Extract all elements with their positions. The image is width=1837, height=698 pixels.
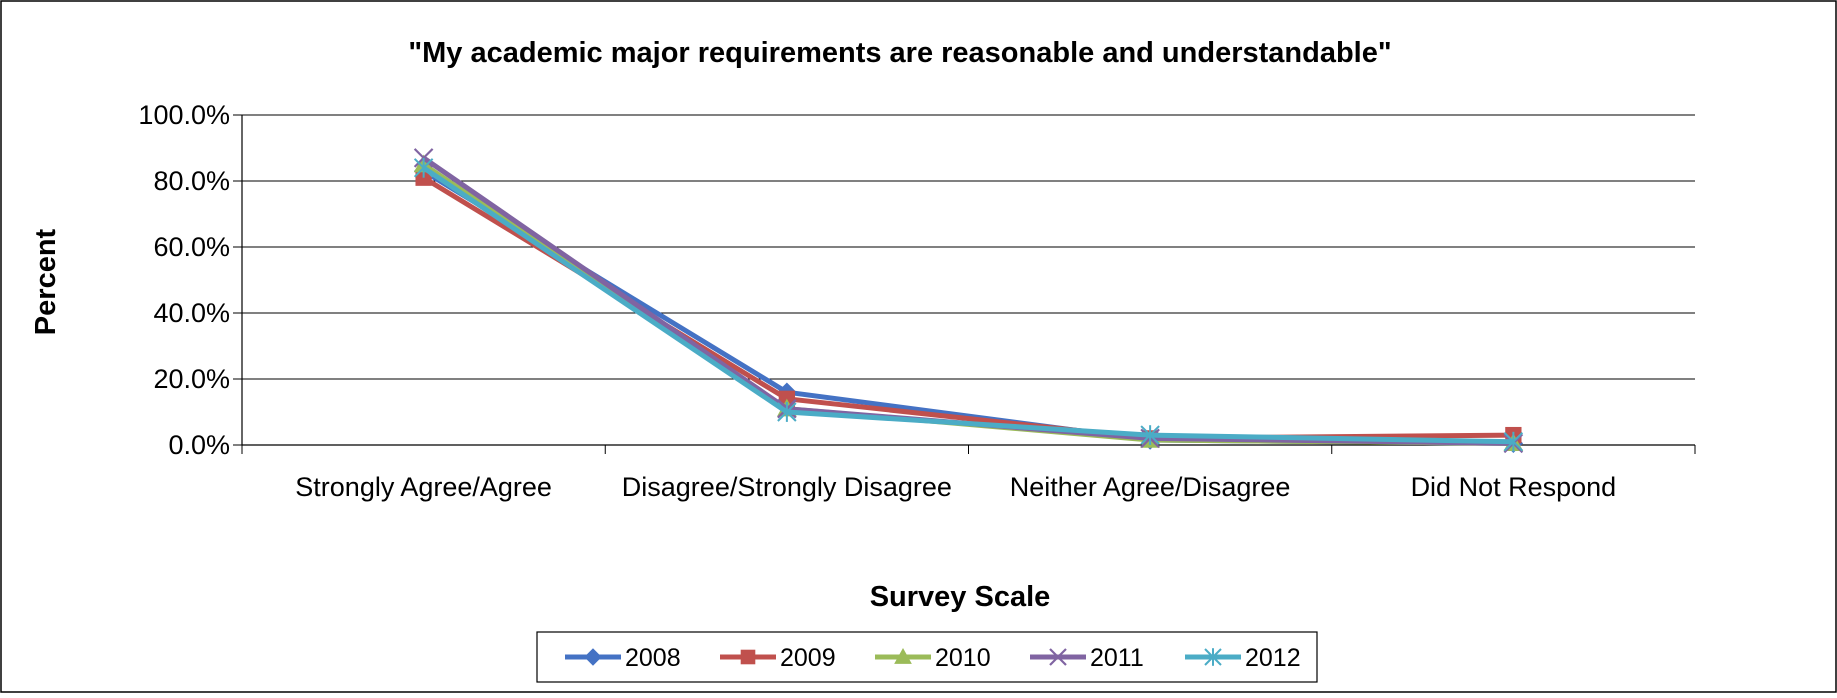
axes: 0.0% 20.0% 40.0% 60.0% 80.0% 100.0% Strongly A…: [138, 100, 1696, 502]
legend-marker: [894, 647, 912, 664]
legend-item-2008: 2008: [565, 644, 681, 672]
gridlines: [242, 114, 1695, 380]
legend-item-2010: 2010: [875, 644, 991, 672]
legend-label: 2008: [625, 644, 681, 672]
legend-item-2009: 2009: [720, 644, 836, 672]
y-tick-label: 20.0%: [153, 364, 230, 394]
x-axis-title: Survey Scale: [870, 581, 1051, 613]
series-lines: [413, 148, 1524, 454]
legend-item-2011: 2011: [1030, 644, 1144, 672]
legend-marker: [740, 649, 756, 665]
data-point: [1140, 425, 1160, 445]
series-2012: [413, 157, 1524, 452]
y-axis-title: Percent: [30, 228, 62, 335]
series-line: [422, 165, 1514, 445]
legend-label: 2012: [1245, 644, 1301, 672]
y-tick-label: 0.0%: [168, 430, 230, 460]
data-point: [777, 402, 797, 422]
legend-label: 2009: [780, 644, 836, 672]
chart-title: "My academic major requirements are reas…: [408, 37, 1391, 69]
data-point: [1503, 431, 1524, 452]
legend-marker: [1204, 648, 1222, 666]
legend-label: 2011: [1090, 644, 1144, 672]
x-tick-label: Disagree/Strongly Disagree: [622, 472, 952, 502]
legend-marker: [1049, 648, 1067, 666]
y-tick-label: 100.0%: [138, 100, 230, 130]
y-tick-label: 40.0%: [153, 298, 230, 328]
legend: 2008 2009 2010 2011 2012: [536, 631, 1318, 683]
y-tick-label: 80.0%: [153, 166, 230, 196]
data-point: [413, 157, 434, 178]
legend-marker: [584, 648, 602, 666]
legend-label: 2010: [935, 644, 991, 672]
x-tick-label: Neither Agree/Disagree: [1010, 472, 1291, 502]
y-tick-label: 60.0%: [153, 232, 230, 262]
x-tick-label: Strongly Agree/Agree: [295, 472, 552, 502]
legend-item-2012: 2012: [1185, 644, 1301, 672]
x-tick-label: Did Not Respond: [1411, 472, 1617, 502]
